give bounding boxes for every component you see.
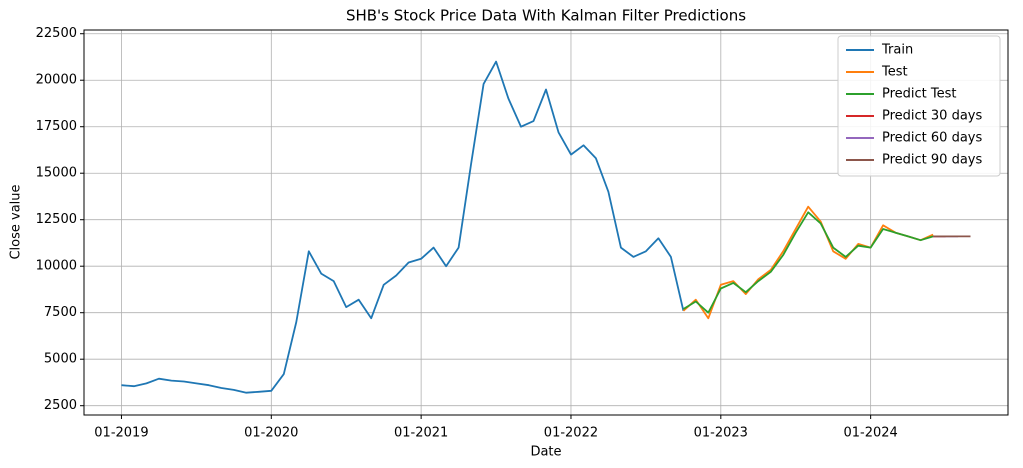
y-tick-label: 10000: [36, 259, 77, 274]
legend-label: Test: [881, 65, 908, 80]
x-axis-label: Date: [530, 445, 561, 460]
y-tick-label: 15000: [36, 166, 77, 181]
y-tick-label: 22500: [36, 26, 77, 41]
legend-label: Predict 60 days: [882, 131, 982, 146]
legend-label: Train: [881, 43, 913, 58]
y-tick-label: 2500: [44, 398, 77, 413]
x-tick-label: 01-2020: [244, 426, 298, 441]
y-tick-label: 12500: [36, 212, 77, 227]
x-tick-label: 01-2021: [394, 426, 448, 441]
series-line: [121, 60, 685, 394]
chart-title: SHB's Stock Price Data With Kalman Filte…: [346, 7, 746, 25]
x-tick-label: 01-2023: [694, 426, 748, 441]
y-tick-label: 17500: [36, 119, 77, 134]
x-tick-label: 01-2022: [544, 426, 598, 441]
x-tick-label: 01-2024: [843, 426, 897, 441]
plot-frame: [83, 29, 1009, 416]
y-tick-label: 20000: [36, 73, 77, 88]
y-tick-label: 5000: [44, 352, 77, 367]
legend-label: Predict 90 days: [882, 153, 982, 168]
series-line: [682, 205, 934, 320]
y-tick-label: 7500: [44, 305, 77, 320]
y-axis-label: Close value: [9, 184, 24, 259]
legend-label: Predict Test: [882, 87, 957, 102]
series-line: [682, 211, 934, 314]
legend-label: Predict 30 days: [882, 109, 982, 124]
legend-box: [837, 35, 1001, 177]
x-tick-label: 01-2019: [94, 426, 148, 441]
